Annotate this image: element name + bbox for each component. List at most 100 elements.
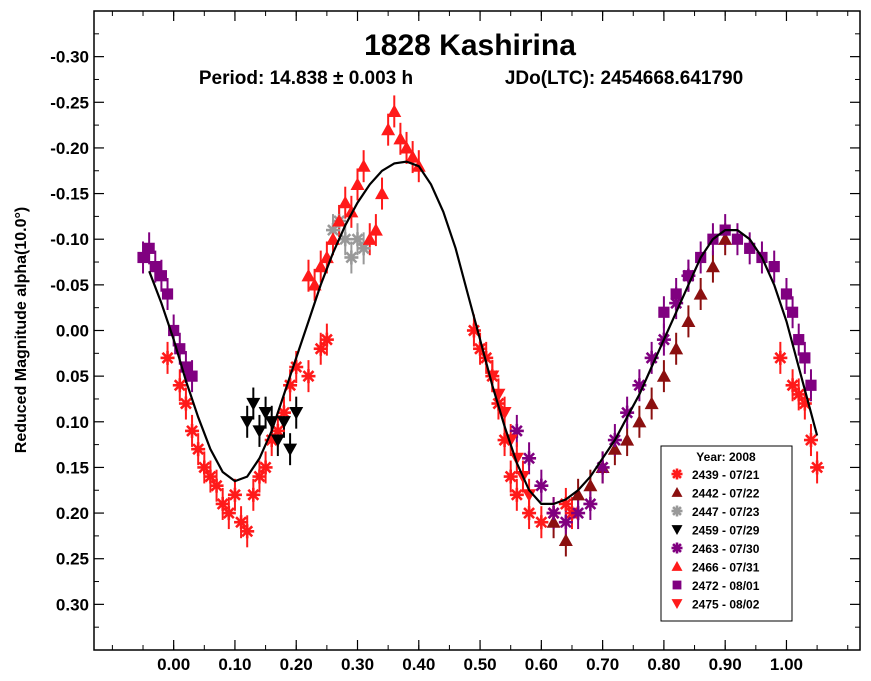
data-point: [393, 131, 408, 145]
data-point: [344, 250, 359, 265]
data-point: [350, 232, 365, 247]
data-point: [313, 259, 328, 273]
data-point: [252, 425, 267, 438]
data-point: [785, 378, 800, 393]
data-point: [209, 478, 224, 493]
legend-box: [660, 445, 793, 622]
y-axis-label: Reduced Magnitude alpha(10.0°): [13, 207, 30, 453]
data-point: [307, 277, 322, 291]
legend-label: 2447 - 07/23: [692, 505, 760, 519]
data-point: [558, 515, 573, 530]
data-point: [805, 379, 817, 391]
legend-label: 2439 - 07/21: [692, 468, 760, 482]
data-point: [174, 343, 186, 355]
data-point: [227, 487, 242, 502]
data-point: [313, 341, 328, 356]
legend-label: 2442 - 07/22: [692, 487, 760, 501]
data-point: [155, 270, 168, 282]
y-tick-label: 0.10: [56, 413, 89, 432]
y-tick-label: -0.15: [50, 185, 89, 204]
data-point: [149, 261, 161, 273]
data-point: [221, 506, 236, 521]
legend-marker: [671, 525, 683, 535]
legend-label: 2475 - 08/02: [692, 598, 760, 612]
data-point: [215, 496, 230, 511]
x-tick-label: 0.40: [402, 655, 435, 674]
data-point: [356, 159, 371, 172]
data-point: [546, 506, 561, 521]
data-point: [178, 396, 193, 411]
data-point: [381, 122, 396, 136]
data-point: [522, 489, 537, 502]
data-point: [718, 232, 733, 245]
data-point: [786, 306, 799, 318]
legend-marker: [671, 487, 683, 497]
y-tick-label: 0.05: [56, 367, 89, 386]
data-point: [503, 469, 518, 484]
data-points: [137, 104, 825, 547]
chart-subtitle-period: Period: 14.838 ± 0.003 h: [199, 68, 413, 89]
data-point: [289, 407, 304, 420]
data-point: [143, 242, 155, 254]
y-tick-label: -0.10: [50, 230, 89, 249]
data-point: [791, 387, 806, 402]
legend-marker: [671, 542, 683, 554]
data-point: [191, 442, 206, 457]
x-tick-label: 0.30: [341, 655, 374, 674]
data-point: [780, 288, 793, 300]
y-tick-label: -0.30: [50, 48, 89, 67]
data-point: [246, 397, 261, 411]
legend-marker: [672, 580, 682, 590]
data-point: [620, 433, 635, 446]
data-point: [658, 306, 670, 318]
data-point: [705, 259, 720, 273]
chart-title: 1828 Kashirina: [364, 29, 576, 62]
y-tick-label: -0.20: [50, 139, 89, 158]
data-point: [186, 370, 198, 382]
data-point: [368, 223, 383, 236]
data-point: [344, 204, 359, 218]
y-tick-label: -0.25: [50, 93, 89, 112]
data-point: [246, 487, 261, 502]
data-point: [240, 524, 255, 539]
x-tick-labels: 0.00 0.10 0.20 0.30 0.40 0.50 0.60 0.70 0.80 0.90…: [157, 655, 803, 674]
axis-ticks: [94, 11, 860, 650]
y-tick-label: 0.20: [56, 504, 89, 523]
legend-marker: [671, 599, 683, 609]
data-point: [669, 341, 684, 355]
data-point: [583, 496, 598, 511]
x-tick-label: 1.00: [770, 655, 803, 674]
x-tick-label: 0.60: [525, 655, 558, 674]
data-point: [681, 314, 696, 327]
data-point: [546, 515, 561, 528]
data-point: [387, 104, 402, 118]
chart-subtitle-epoch: JDo(LTC): 2454668.641790: [505, 68, 743, 89]
data-point: [632, 414, 647, 428]
y-tick-label: 0.30: [56, 595, 89, 614]
data-point: [799, 352, 811, 364]
data-point: [185, 423, 200, 438]
data-point: [325, 232, 340, 245]
data-point: [283, 443, 298, 457]
data-point: [534, 478, 549, 493]
data-point: [258, 460, 273, 475]
y-tick-labels: -0.30 -0.25 -0.20 -0.15 -0.10 -0.05 0.00 0.05 0.…: [50, 48, 89, 615]
data-point: [160, 350, 175, 365]
data-point: [405, 150, 420, 163]
data-point: [607, 442, 622, 455]
data-point: [522, 506, 537, 521]
y-tick-label: 0.00: [56, 322, 89, 341]
data-point: [338, 232, 353, 247]
data-point: [203, 469, 218, 484]
data-point: [810, 460, 825, 475]
data-point: [161, 288, 174, 300]
data-point: [768, 261, 780, 273]
data-point: [137, 251, 149, 264]
data-point: [583, 478, 598, 492]
data-point: [289, 360, 304, 375]
x-tick-label: 0.90: [709, 655, 742, 674]
data-point: [234, 515, 249, 530]
data-point: [270, 434, 285, 448]
legend-label: 2472 - 08/01: [692, 579, 760, 593]
